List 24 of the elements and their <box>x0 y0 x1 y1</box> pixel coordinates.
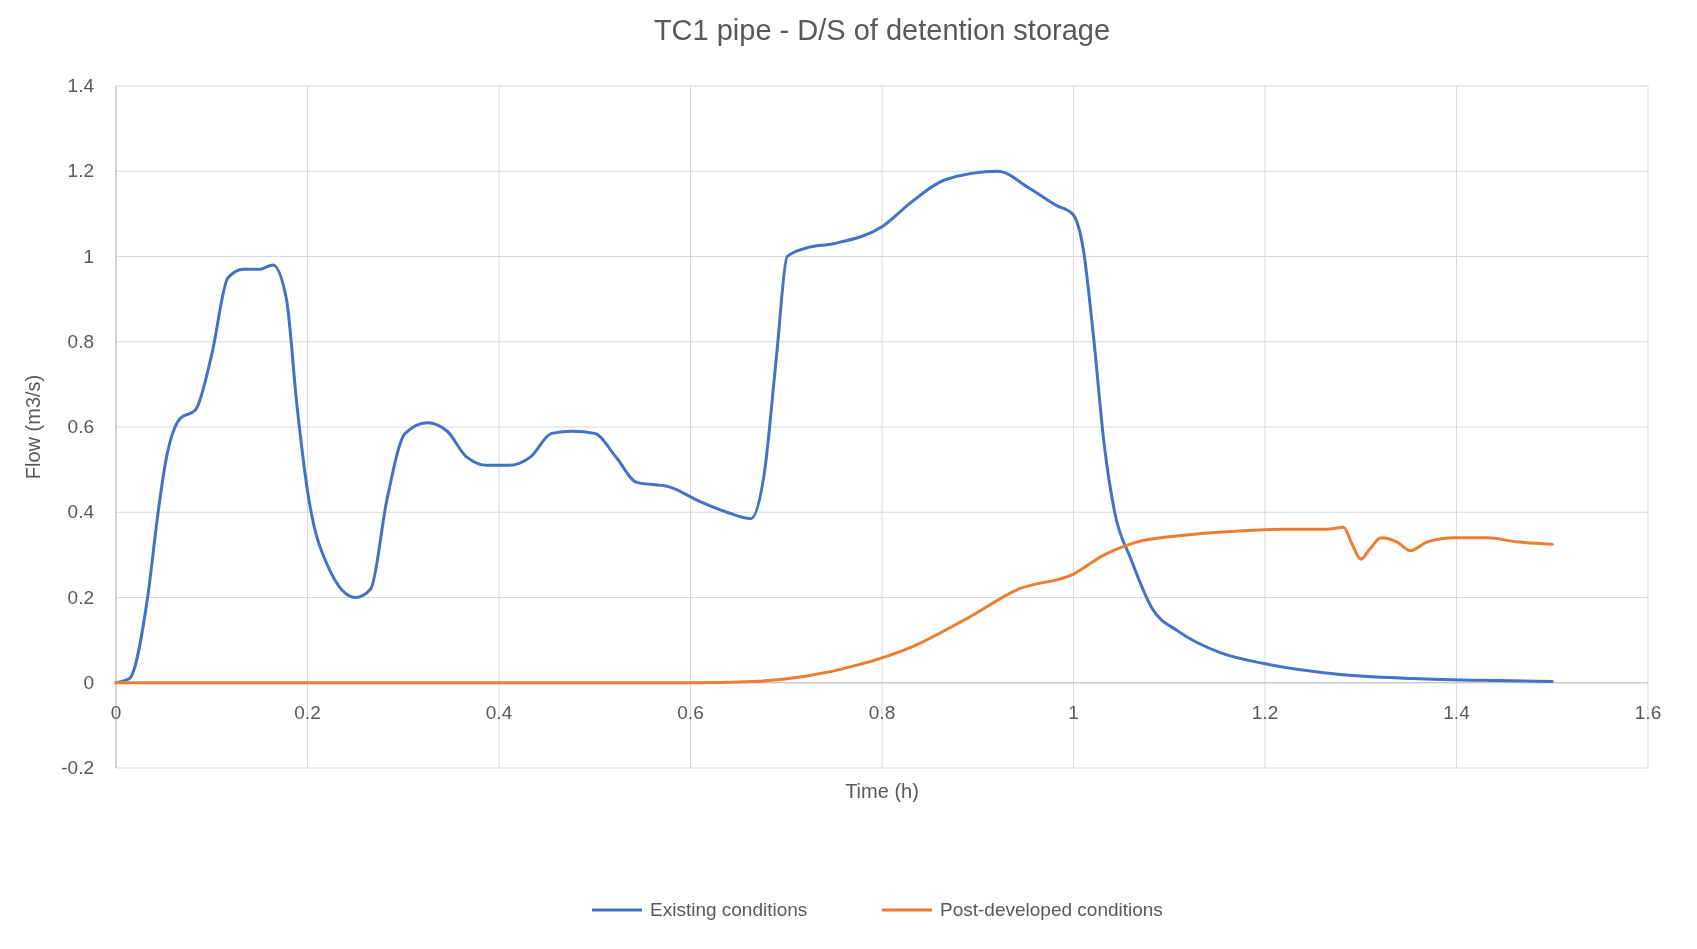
y-tick-label: 0.6 <box>67 416 94 437</box>
y-tick-label: 0 <box>83 671 94 693</box>
chart-title: TC1 pipe - D/S of detention storage <box>653 14 1111 46</box>
y-tick-label: 0.2 <box>67 586 94 608</box>
y-tick-label: 1.4 <box>67 75 95 96</box>
y-tick-label: 1.2 <box>67 160 94 182</box>
x-tick-label: 1 <box>1068 701 1079 723</box>
x-tick-label: 1.2 <box>1251 701 1279 723</box>
y-tick-label: 0.8 <box>67 330 94 352</box>
line-series <box>114 525 1554 685</box>
x-tick-label: 0 <box>110 701 122 723</box>
x-tick-label: 0.6 <box>677 701 704 723</box>
x-tick-label: 1.6 <box>1634 701 1662 723</box>
legend-label: Post-developed conditions <box>940 899 1163 920</box>
y-axis-title: Flow (m3/s) <box>22 374 44 480</box>
x-tick-label: 1.4 <box>1443 701 1471 723</box>
x-tick-label: 0.2 <box>294 701 321 723</box>
x-tick-label: 0.8 <box>868 701 896 723</box>
y-tick-label: 0.4 <box>67 501 95 523</box>
x-axis-title: Time (h) <box>845 780 919 802</box>
y-tick-label: 1 <box>83 245 94 267</box>
y-tick-label: -0.2 <box>61 757 94 778</box>
legend-label: Existing conditions <box>650 899 808 920</box>
x-tick-label: 0.4 <box>485 701 513 723</box>
